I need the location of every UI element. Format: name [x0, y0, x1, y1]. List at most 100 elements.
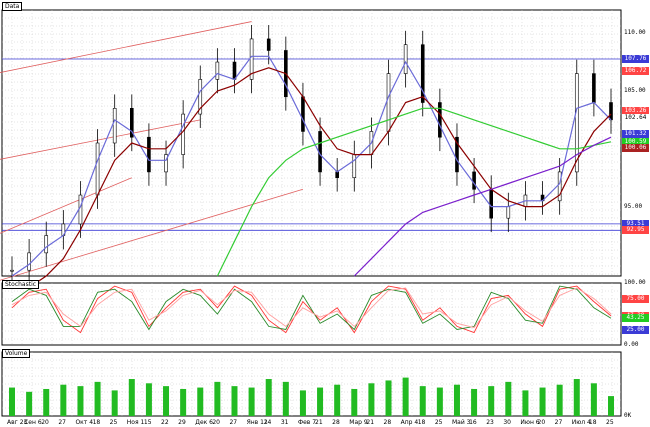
x-tick-label: 24: [263, 419, 272, 426]
volume-bar: [419, 386, 426, 416]
price-bar: [232, 61, 237, 80]
x-tick-label: 28: [383, 419, 392, 426]
volume-bar: [556, 384, 563, 416]
x-tick-label: Фев 7: [297, 419, 317, 426]
x-tick-label: 27: [58, 419, 66, 426]
panel-frame: [1, 282, 622, 346]
price-bar: [147, 136, 151, 173]
x-tick-label: 30: [503, 419, 511, 426]
volume-bar: [145, 383, 152, 416]
volume-bar: [590, 383, 597, 416]
x-tick-label: 25: [434, 419, 443, 426]
moving-average-line: [11, 55, 612, 277]
price-tag: 93.51: [622, 219, 649, 228]
price-bar: [386, 73, 391, 132]
volume-bar: [453, 384, 460, 416]
volume-bar: [282, 381, 289, 416]
volume-bar: [368, 383, 375, 416]
x-tick-label: Окт 4: [75, 419, 94, 426]
price-tag: 25.00: [622, 325, 649, 334]
x-tick-label: 15: [143, 419, 152, 426]
stochastic-panel-label: Stochastic: [2, 280, 40, 289]
x-tick-label: 20: [41, 419, 49, 426]
x-tick-label: Апр 4: [400, 419, 419, 426]
price-tag: 75.00: [622, 294, 649, 303]
y-tick-label: 0K: [624, 412, 632, 419]
x-tick-label: Авг 23: [7, 419, 28, 426]
x-tick-label: 20: [212, 419, 220, 426]
price-bar: [472, 171, 476, 190]
volume-bar: [299, 390, 306, 416]
x-tick-label: 25: [109, 419, 118, 426]
volume-bar: [248, 387, 255, 416]
price-bar: [112, 108, 117, 144]
volume-bar: [197, 387, 204, 416]
price-bar: [164, 154, 168, 173]
price-bar: [592, 73, 596, 103]
price-tag: 100.06: [622, 144, 649, 153]
x-tick-label: 27: [229, 419, 238, 426]
x-tick-label: 20: [537, 419, 546, 426]
x-tick-label: 29: [178, 419, 186, 426]
price-tag: 107.76: [622, 55, 649, 64]
volume-bar: [94, 381, 101, 416]
y-tick-label: 110.00: [624, 29, 646, 37]
volume-bar: [26, 391, 33, 416]
volume-bar: [60, 384, 67, 416]
price-bar: [403, 44, 408, 74]
y-tick-label: 105.00: [624, 86, 646, 94]
y-tick-label: 0.00: [624, 341, 639, 348]
moving-average-line: [12, 67, 612, 289]
x-tick-label: 22: [161, 419, 169, 426]
volume-bar: [334, 384, 341, 416]
price-bar: [557, 171, 562, 202]
price-bar: [574, 73, 579, 173]
x-tick-label: Май 3: [451, 419, 471, 426]
price-tag: 43.25: [622, 314, 649, 323]
price-bar: [489, 188, 494, 219]
price-bar: [420, 44, 425, 103]
volume-bar: [317, 387, 324, 416]
volume-bar: [214, 381, 221, 416]
volume-bar: [265, 379, 272, 416]
x-tick-label: 21: [315, 419, 323, 426]
price-bar: [181, 113, 185, 155]
price-bar: [335, 171, 339, 178]
price-bar: [506, 206, 511, 219]
x-tick-label: 23: [486, 419, 494, 426]
trendline: [0, 177, 132, 234]
x-tick-label: 25: [606, 419, 614, 426]
y-tick-label: 95.00: [624, 202, 643, 210]
volume-bar: [43, 388, 50, 416]
x-tick-label: 16: [469, 419, 477, 426]
x-tick-label: 18: [588, 419, 597, 426]
x-tick-label: Июн 6: [520, 419, 540, 426]
volume-bar: [573, 379, 580, 416]
price-bar: [438, 102, 442, 138]
volume-bar: [351, 388, 358, 416]
x-tick-label: 28: [332, 419, 340, 426]
price-bar: [10, 269, 14, 272]
price-tag: 106.72: [622, 67, 649, 76]
volume-bar: [402, 377, 409, 416]
price-bar: [95, 142, 100, 196]
x-tick-label: Июл 4: [571, 419, 591, 426]
price-bar: [130, 108, 134, 138]
price-panel-label: Data: [2, 2, 23, 11]
x-tick-label: Сен 6: [24, 419, 42, 426]
x-tick-label: 18: [92, 419, 101, 426]
volume-bar: [471, 388, 478, 416]
price-bar: [198, 79, 203, 115]
x-tick-label: Дек 6: [195, 419, 213, 426]
x-tick-label: 18: [417, 419, 426, 426]
price-tag: 103.26: [622, 107, 649, 116]
volume-panel-label: Volume: [2, 349, 31, 358]
moving-average-line: [216, 107, 612, 277]
x-tick-label: Янв 11: [246, 419, 268, 426]
volume-bar: [522, 390, 529, 416]
volume-bar: [111, 390, 118, 416]
price-bar: [352, 154, 357, 178]
volume-bar: [180, 388, 187, 416]
